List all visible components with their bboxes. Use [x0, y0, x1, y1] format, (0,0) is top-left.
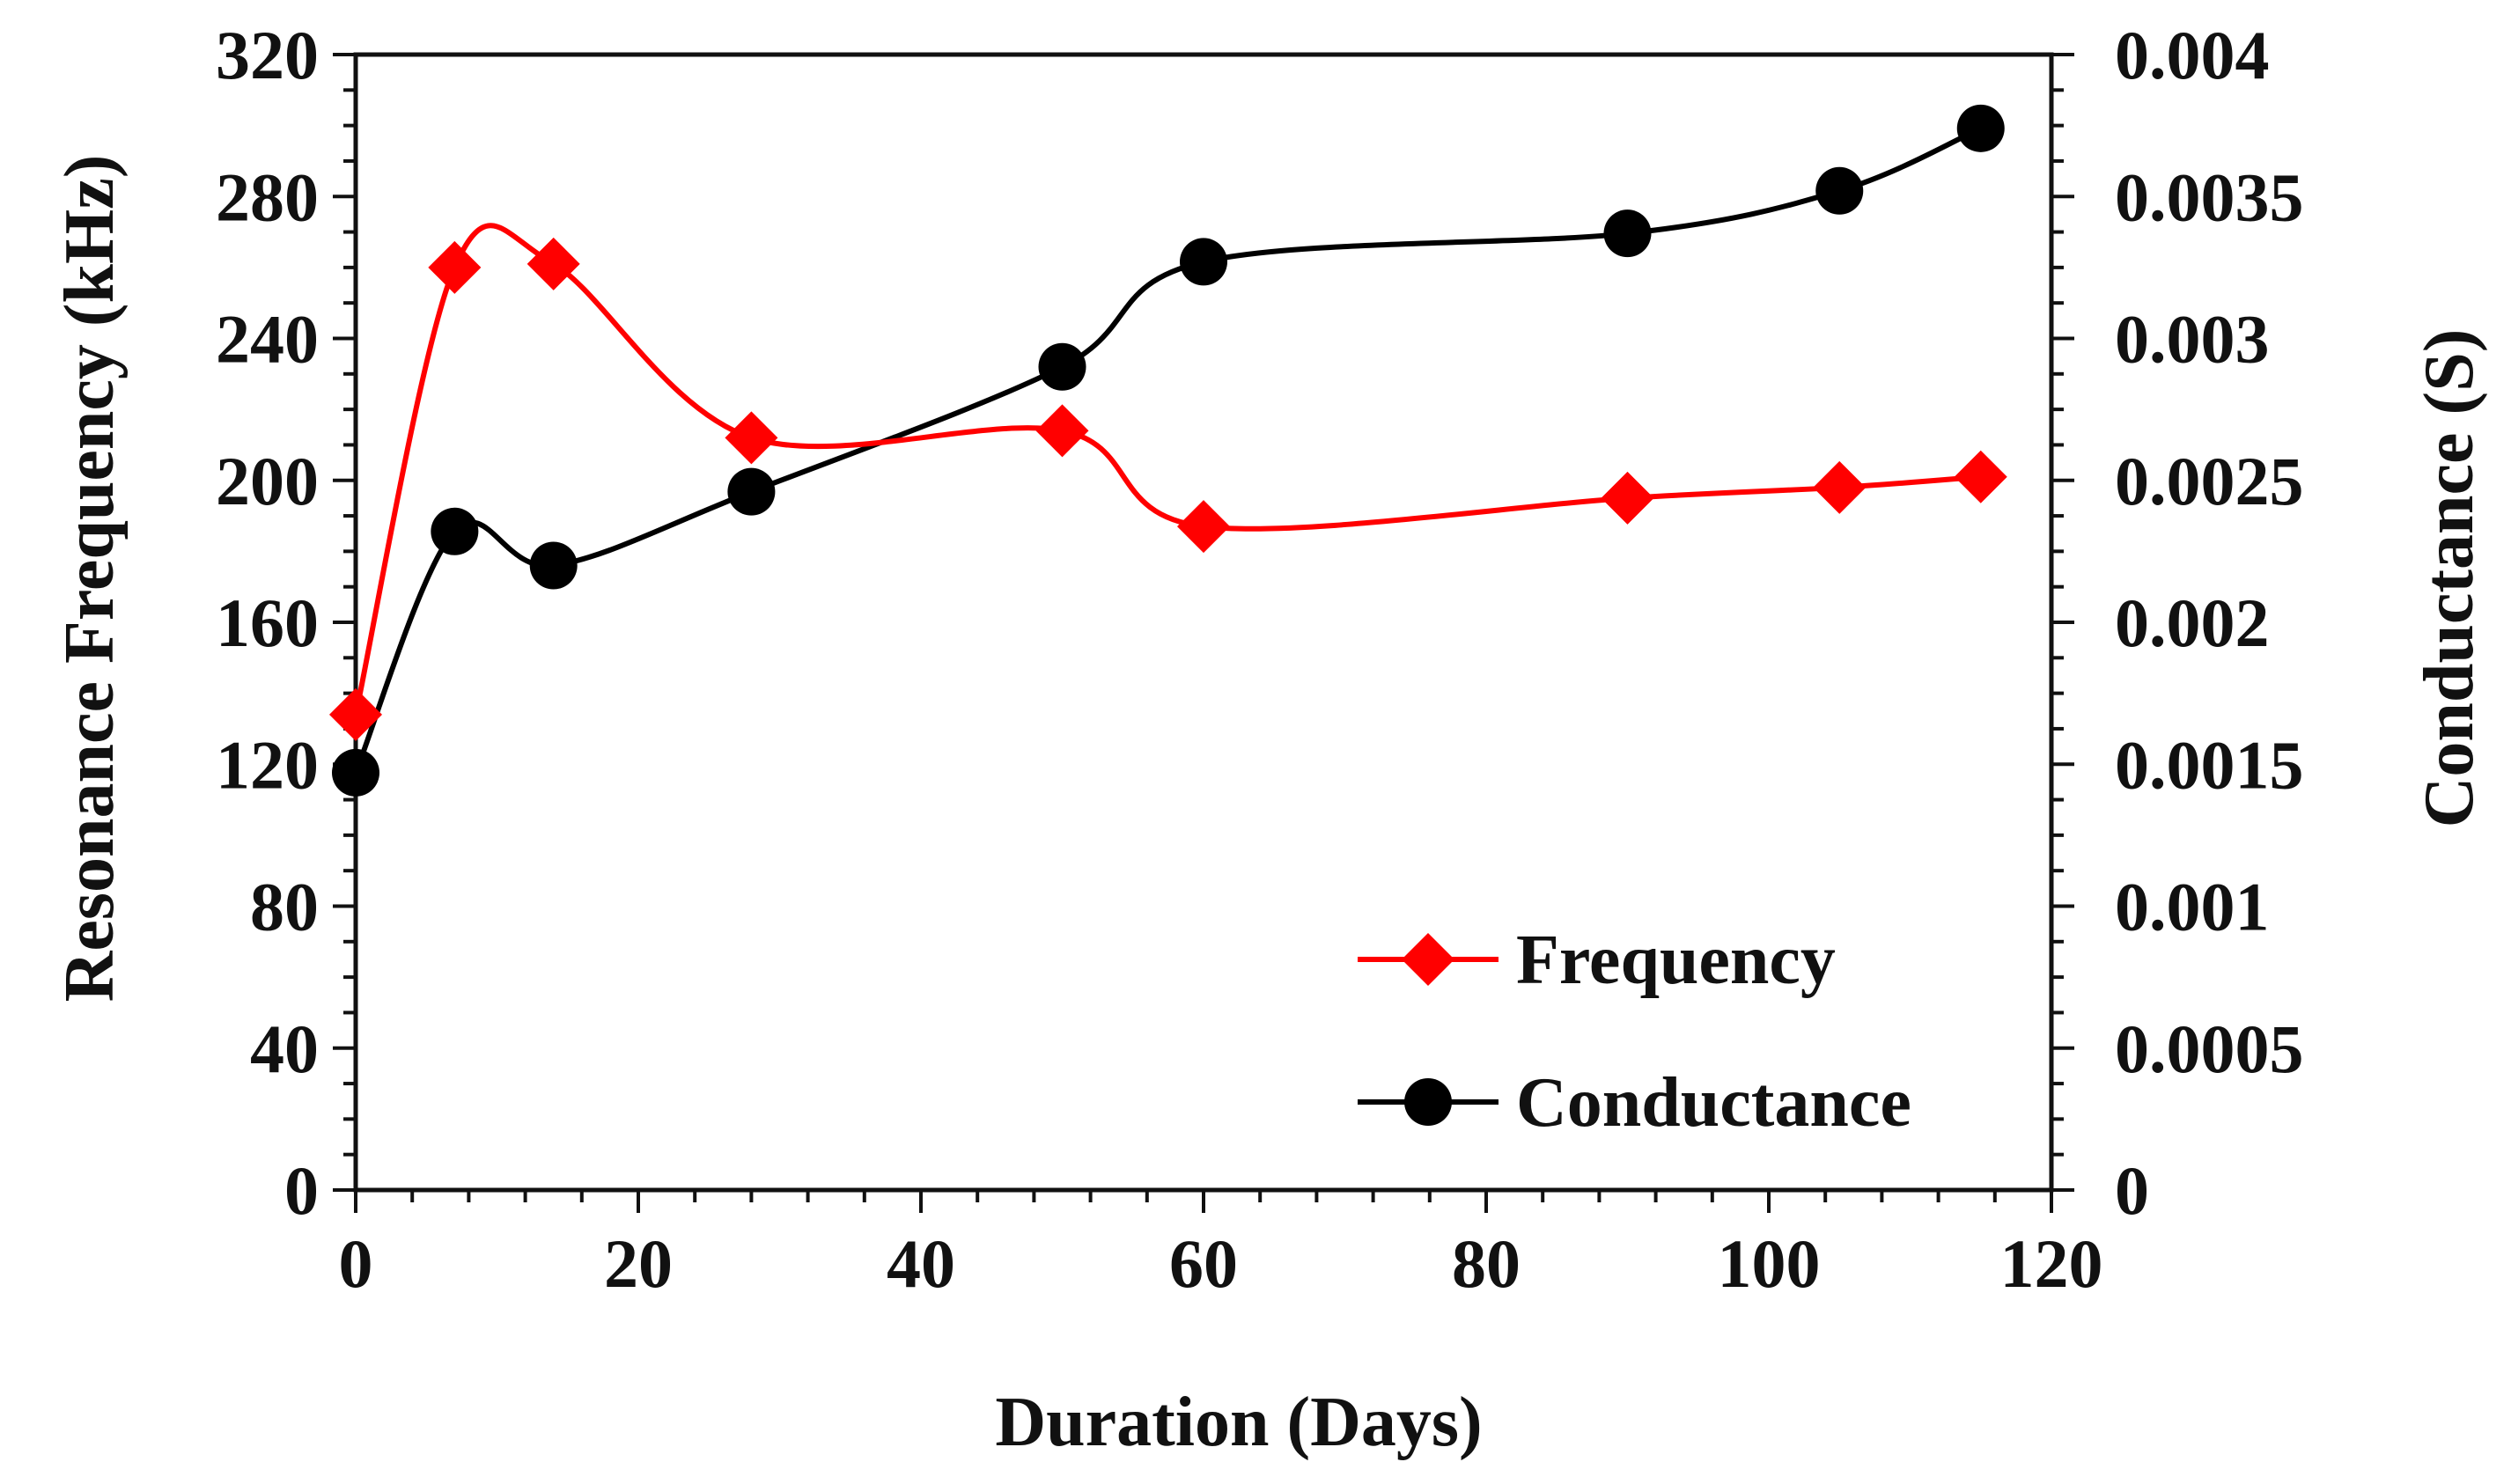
y-tick-label: 320	[216, 17, 319, 93]
y-axis-title-group: Resonance Frequency (kHz)	[51, 155, 129, 1003]
data-point-frequency	[1813, 460, 1867, 514]
x-tick-label: 80	[1452, 1225, 1521, 1302]
x-tick-label: 40	[887, 1225, 955, 1302]
legend-marker-frequency	[1402, 933, 1454, 986]
x-tick-label: 100	[1718, 1225, 1821, 1302]
data-point-frequency	[725, 411, 778, 465]
x-tick-label: 0	[339, 1225, 373, 1302]
x-tick-label: 60	[1169, 1225, 1238, 1302]
legend: Frequency Conductance	[1358, 922, 1911, 1142]
y-tick-label: 280	[216, 158, 319, 235]
data-point-conductance	[332, 748, 379, 797]
x-axis-title: Duration (Days)	[995, 1384, 1482, 1461]
data-point-frequency	[1954, 450, 2007, 503]
legend-label-frequency: Frequency	[1516, 922, 1836, 999]
data-point-conductance	[1815, 166, 1864, 215]
data-point-frequency	[428, 240, 482, 294]
data-point-conductance	[1038, 342, 1086, 391]
y2-tick-label: 0.001	[2115, 869, 2270, 945]
y2-tick-label: 0.0025	[2115, 443, 2304, 519]
series-line-conductance	[353, 126, 1982, 775]
data-point-frequency	[526, 237, 580, 290]
data-point-conductance	[529, 541, 578, 590]
x-tick-label: 20	[604, 1225, 673, 1302]
axes	[353, 52, 2054, 1193]
data-point-conductance	[1956, 104, 2005, 152]
tick-marks	[333, 53, 2074, 1213]
legend-item-conductance: Conductance	[1358, 1064, 1911, 1142]
y-tick-label: 160	[216, 584, 319, 661]
y-tick-label: 120	[216, 726, 319, 803]
plot-frame	[353, 52, 2054, 1193]
legend-marker-conductance	[1404, 1078, 1452, 1126]
data-point-conductance	[727, 467, 776, 516]
series-line-frequency	[353, 223, 1981, 716]
y2-axis-title-group: Conductance (S)	[2411, 329, 2488, 828]
data-point-conductance	[1180, 238, 1227, 286]
y-tick-label: 0	[284, 1152, 319, 1229]
y2-tick-label: 0.002	[2115, 584, 2270, 661]
y2-tick-label: 0.0035	[2115, 158, 2304, 235]
data-point-conductance	[1603, 209, 1652, 258]
y2-tick-label: 0	[2115, 1152, 2149, 1229]
data-point-frequency	[329, 687, 382, 741]
y2-tick-label: 0.004	[2115, 17, 2270, 93]
series-frequency	[329, 223, 2007, 741]
data-point-conductance	[431, 507, 479, 555]
y-tick-label: 240	[216, 301, 319, 378]
series-conductance	[332, 104, 2005, 797]
tick-labels: 0 20 40 60 80 100 1200408012016020024028032000…	[216, 17, 2304, 1302]
y-tick-label: 80	[250, 869, 319, 945]
legend-item-frequency: Frequency	[1358, 922, 1836, 999]
y-tick-label: 200	[216, 443, 319, 519]
y2-tick-label: 0.003	[2115, 301, 2270, 378]
y2-tick-label: 0.0015	[2115, 726, 2304, 803]
series	[329, 104, 2007, 797]
y2-tick-label: 0.0005	[2115, 1010, 2304, 1087]
data-point-frequency	[1035, 404, 1089, 458]
y-axis-title: Resonance Frequency (kHz)	[51, 155, 129, 1003]
data-point-frequency	[1177, 500, 1230, 554]
legend-label-conductance: Conductance	[1516, 1064, 1911, 1142]
y2-axis-title: Conductance (S)	[2411, 329, 2488, 828]
y-tick-label: 40	[250, 1010, 319, 1087]
x-tick-label: 120	[2000, 1225, 2103, 1302]
data-point-frequency	[1601, 471, 1654, 525]
